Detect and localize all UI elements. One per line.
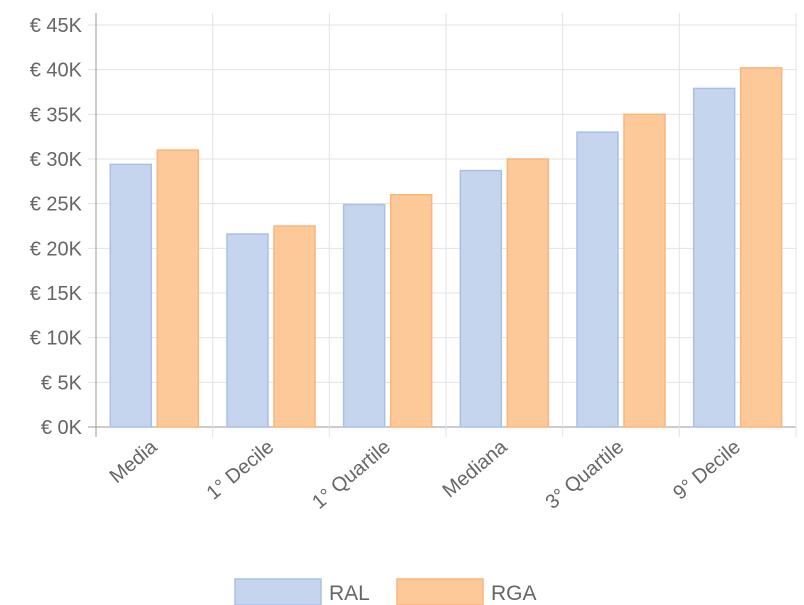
grid-layer <box>88 13 797 437</box>
bar-ral <box>459 169 503 428</box>
y-tick-label: € 10K <box>30 328 83 350</box>
x-tick-label: 9° Decile <box>669 436 745 504</box>
y-tick-label: € 15K <box>30 283 83 305</box>
bar-rga <box>389 193 433 428</box>
x-tick-label: Media <box>106 435 163 487</box>
bar-ral <box>692 87 736 428</box>
bar-ral <box>109 163 153 428</box>
bar-ral <box>342 203 386 428</box>
bar-rga <box>623 113 666 428</box>
bars-layer <box>109 67 783 428</box>
y-tick-label: € 25K <box>30 194 83 216</box>
x-tick-label: 3° Quartile <box>542 436 629 514</box>
legend-swatch-rga <box>396 578 484 605</box>
y-tick-label: € 45K <box>30 15 83 37</box>
x-tick-label: 1° Quartile <box>308 436 395 514</box>
bar-rga <box>156 149 200 428</box>
legend-swatch-ral <box>234 578 322 605</box>
bar-rga <box>506 158 550 428</box>
x-tick-label: Mediana <box>439 435 513 502</box>
y-tick-label: € 30K <box>30 149 83 171</box>
bar-ral <box>226 233 269 428</box>
legend: RAL RGA <box>234 578 537 605</box>
legend-label-ral: RAL <box>329 582 370 605</box>
y-tick-label: € 0K <box>41 417 83 439</box>
y-tick-label: € 40K <box>30 60 83 82</box>
bar-rga <box>739 67 783 428</box>
y-tick-label: € 20K <box>30 238 83 260</box>
y-tick-label: € 35K <box>30 104 83 126</box>
legend-label-rga: RGA <box>491 582 537 605</box>
bar-rga <box>273 225 316 428</box>
x-tick-label: 1° Decile <box>203 436 279 504</box>
y-tick-label: € 5K <box>41 372 83 394</box>
bar-ral <box>576 131 619 428</box>
